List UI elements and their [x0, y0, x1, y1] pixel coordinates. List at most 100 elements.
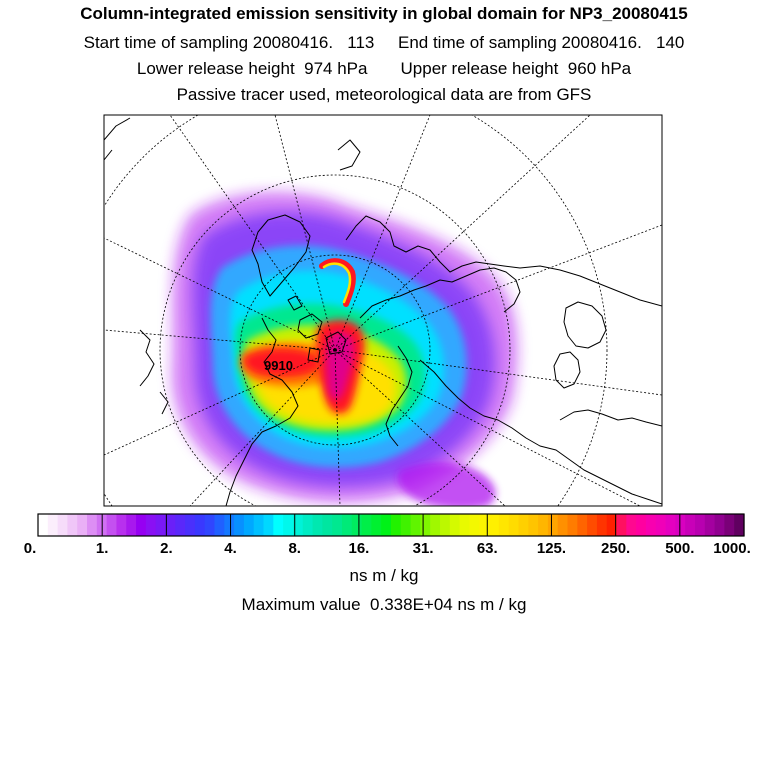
colorbar-swatch — [440, 514, 451, 536]
colorbar-swatch — [528, 514, 539, 536]
meridian — [104, 237, 336, 351]
coastline-north-america — [225, 317, 299, 506]
coastline-uk — [553, 351, 581, 389]
colorbar-swatch — [175, 514, 186, 536]
colorbar-swatch — [253, 514, 265, 536]
colorbar-label: 4. — [224, 540, 237, 557]
meridian — [189, 349, 336, 506]
colorbar-swatch — [636, 514, 647, 536]
colorbar-swatch — [489, 514, 500, 536]
colorbar-swatch — [224, 514, 235, 536]
colorbar-swatch — [645, 514, 657, 536]
field-streak — [319, 258, 356, 307]
meridian — [274, 115, 336, 351]
colorbar-swatch — [292, 514, 304, 536]
colorbar-swatch — [234, 514, 245, 536]
meridian — [334, 349, 506, 506]
colorbar-units: ns m / kg — [349, 566, 419, 585]
colorbar-swatch — [538, 514, 549, 536]
colorbar-label: 1000. — [713, 540, 751, 557]
colorbar-swatch — [734, 514, 745, 536]
colorbar-frame — [37, 513, 745, 537]
field-magenta-cluster — [325, 331, 355, 401]
colorbar-swatch — [391, 514, 402, 536]
colorbar-swatch — [243, 514, 255, 536]
colorbar-swatch — [420, 514, 431, 536]
colorbar-label: 31. — [412, 540, 434, 557]
colorbar-swatch — [214, 514, 225, 536]
colorbar-label: 500. — [665, 540, 695, 557]
max-value-marker: 9910 — [264, 358, 293, 373]
colorbar-swatch — [557, 514, 569, 536]
colorbar-swatch — [449, 514, 461, 536]
coastlines — [104, 117, 662, 506]
colorbar-swatch — [381, 514, 392, 536]
colorbar-label: 63. — [476, 540, 498, 557]
coastline-west-edge — [139, 329, 169, 415]
colorbar-swatch — [714, 514, 725, 536]
colorbar-swatch — [155, 514, 167, 536]
colorbar-swatch — [626, 514, 637, 536]
colorbar-swatch — [518, 514, 529, 536]
latitude-circle-70 — [239, 254, 431, 446]
colorbar-label: 8. — [288, 540, 301, 557]
coastline-asia-east — [419, 359, 662, 505]
maximum-value-text: Maximum value 0.338E+04 ns m / kg — [241, 595, 527, 614]
colorbar-swatch — [704, 514, 716, 536]
coastline-mediterranean — [559, 409, 662, 427]
colorbar-label: 0. — [23, 540, 37, 557]
colorbar-swatch — [145, 514, 157, 536]
colorbar-swatch — [273, 514, 284, 536]
colorbar-swatch — [204, 514, 216, 536]
colorbar-swatch — [616, 514, 627, 536]
map-frame — [103, 114, 663, 507]
colorbar-swatch — [371, 514, 382, 536]
colorbar-swatch — [185, 514, 196, 536]
release-height-line: Lower release height 974 hPa Upper relea… — [136, 59, 632, 78]
meridian — [334, 349, 641, 506]
colorbar-swatch — [47, 514, 59, 536]
colorbar-swatch — [283, 514, 294, 536]
colorbar-label: 250. — [601, 540, 631, 557]
graticule — [104, 115, 662, 506]
colorbar-swatch — [332, 514, 343, 536]
map-plot-area: 9910 — [104, 115, 662, 506]
colorbar-swatch — [106, 514, 118, 536]
coastline-top — [337, 139, 361, 171]
colorbar-swatch — [547, 514, 559, 536]
emission-sensitivity-field — [171, 192, 518, 506]
colorbar-swatch — [567, 514, 578, 536]
colorbar-swatch — [263, 514, 274, 536]
colorbar-swatch — [67, 514, 78, 536]
field-tail — [397, 462, 496, 506]
colorbar-swatch — [498, 514, 510, 536]
sampling-time-line: Start time of sampling 20080416. 113 End… — [83, 33, 685, 52]
colorbar-swatch — [596, 514, 608, 536]
coastline-europe — [345, 215, 662, 307]
coastline-scandinavia — [385, 345, 413, 447]
tracer-info-line: Passive tracer used, meteorological data… — [176, 85, 592, 104]
colorbar-swatch — [606, 514, 618, 536]
meridian — [104, 329, 336, 351]
latitude-circle-30 — [104, 115, 608, 506]
colorbar-swatch — [322, 514, 333, 536]
meridian — [334, 349, 662, 396]
coastline-top-left — [104, 117, 131, 161]
colorbar-swatch — [655, 514, 667, 536]
colorbar-label: 16. — [348, 540, 370, 557]
colorbar-swatch — [685, 514, 696, 536]
field-streak-inner — [322, 262, 352, 304]
colorbar-label: 1. — [95, 540, 109, 557]
colorbar-label: 2. — [160, 540, 173, 557]
colorbar-swatch — [479, 514, 490, 536]
colorbar-swatch — [469, 514, 480, 536]
meridian — [334, 115, 591, 351]
colorbar-swatch — [77, 514, 88, 536]
colorbar-swatch — [665, 514, 676, 536]
colorbar-swatch — [351, 514, 363, 536]
colorbar-swatch — [165, 514, 176, 536]
coastline-arctic-islands — [287, 295, 347, 363]
colorbar-swatch — [38, 514, 49, 536]
colorbar-swatch — [116, 514, 127, 536]
